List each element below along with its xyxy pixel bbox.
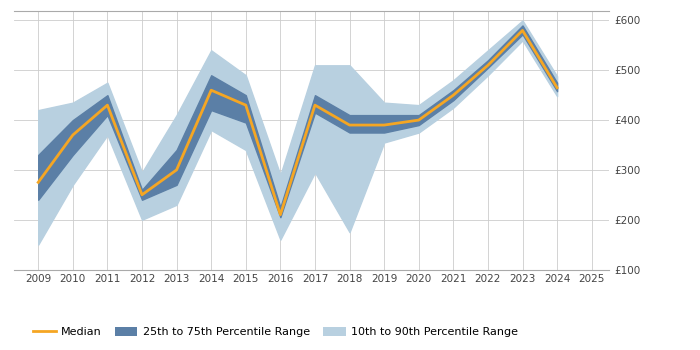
Median [345,123,354,127]
Median [207,88,216,92]
Median [138,193,146,197]
Median [34,180,43,184]
Median [449,93,458,97]
Line: Median: Median [38,30,557,215]
Median [69,133,77,137]
Median [414,118,423,122]
Median [103,103,111,107]
Legend: Median, 25th to 75th Percentile Range, 10th to 90th Percentile Range: Median, 25th to 75th Percentile Range, 1… [29,322,523,342]
Median [276,212,285,217]
Median [553,86,561,90]
Median [241,103,250,107]
Median [311,103,319,107]
Median [518,28,526,33]
Median [484,63,492,68]
Median [172,168,181,172]
Median [380,123,389,127]
